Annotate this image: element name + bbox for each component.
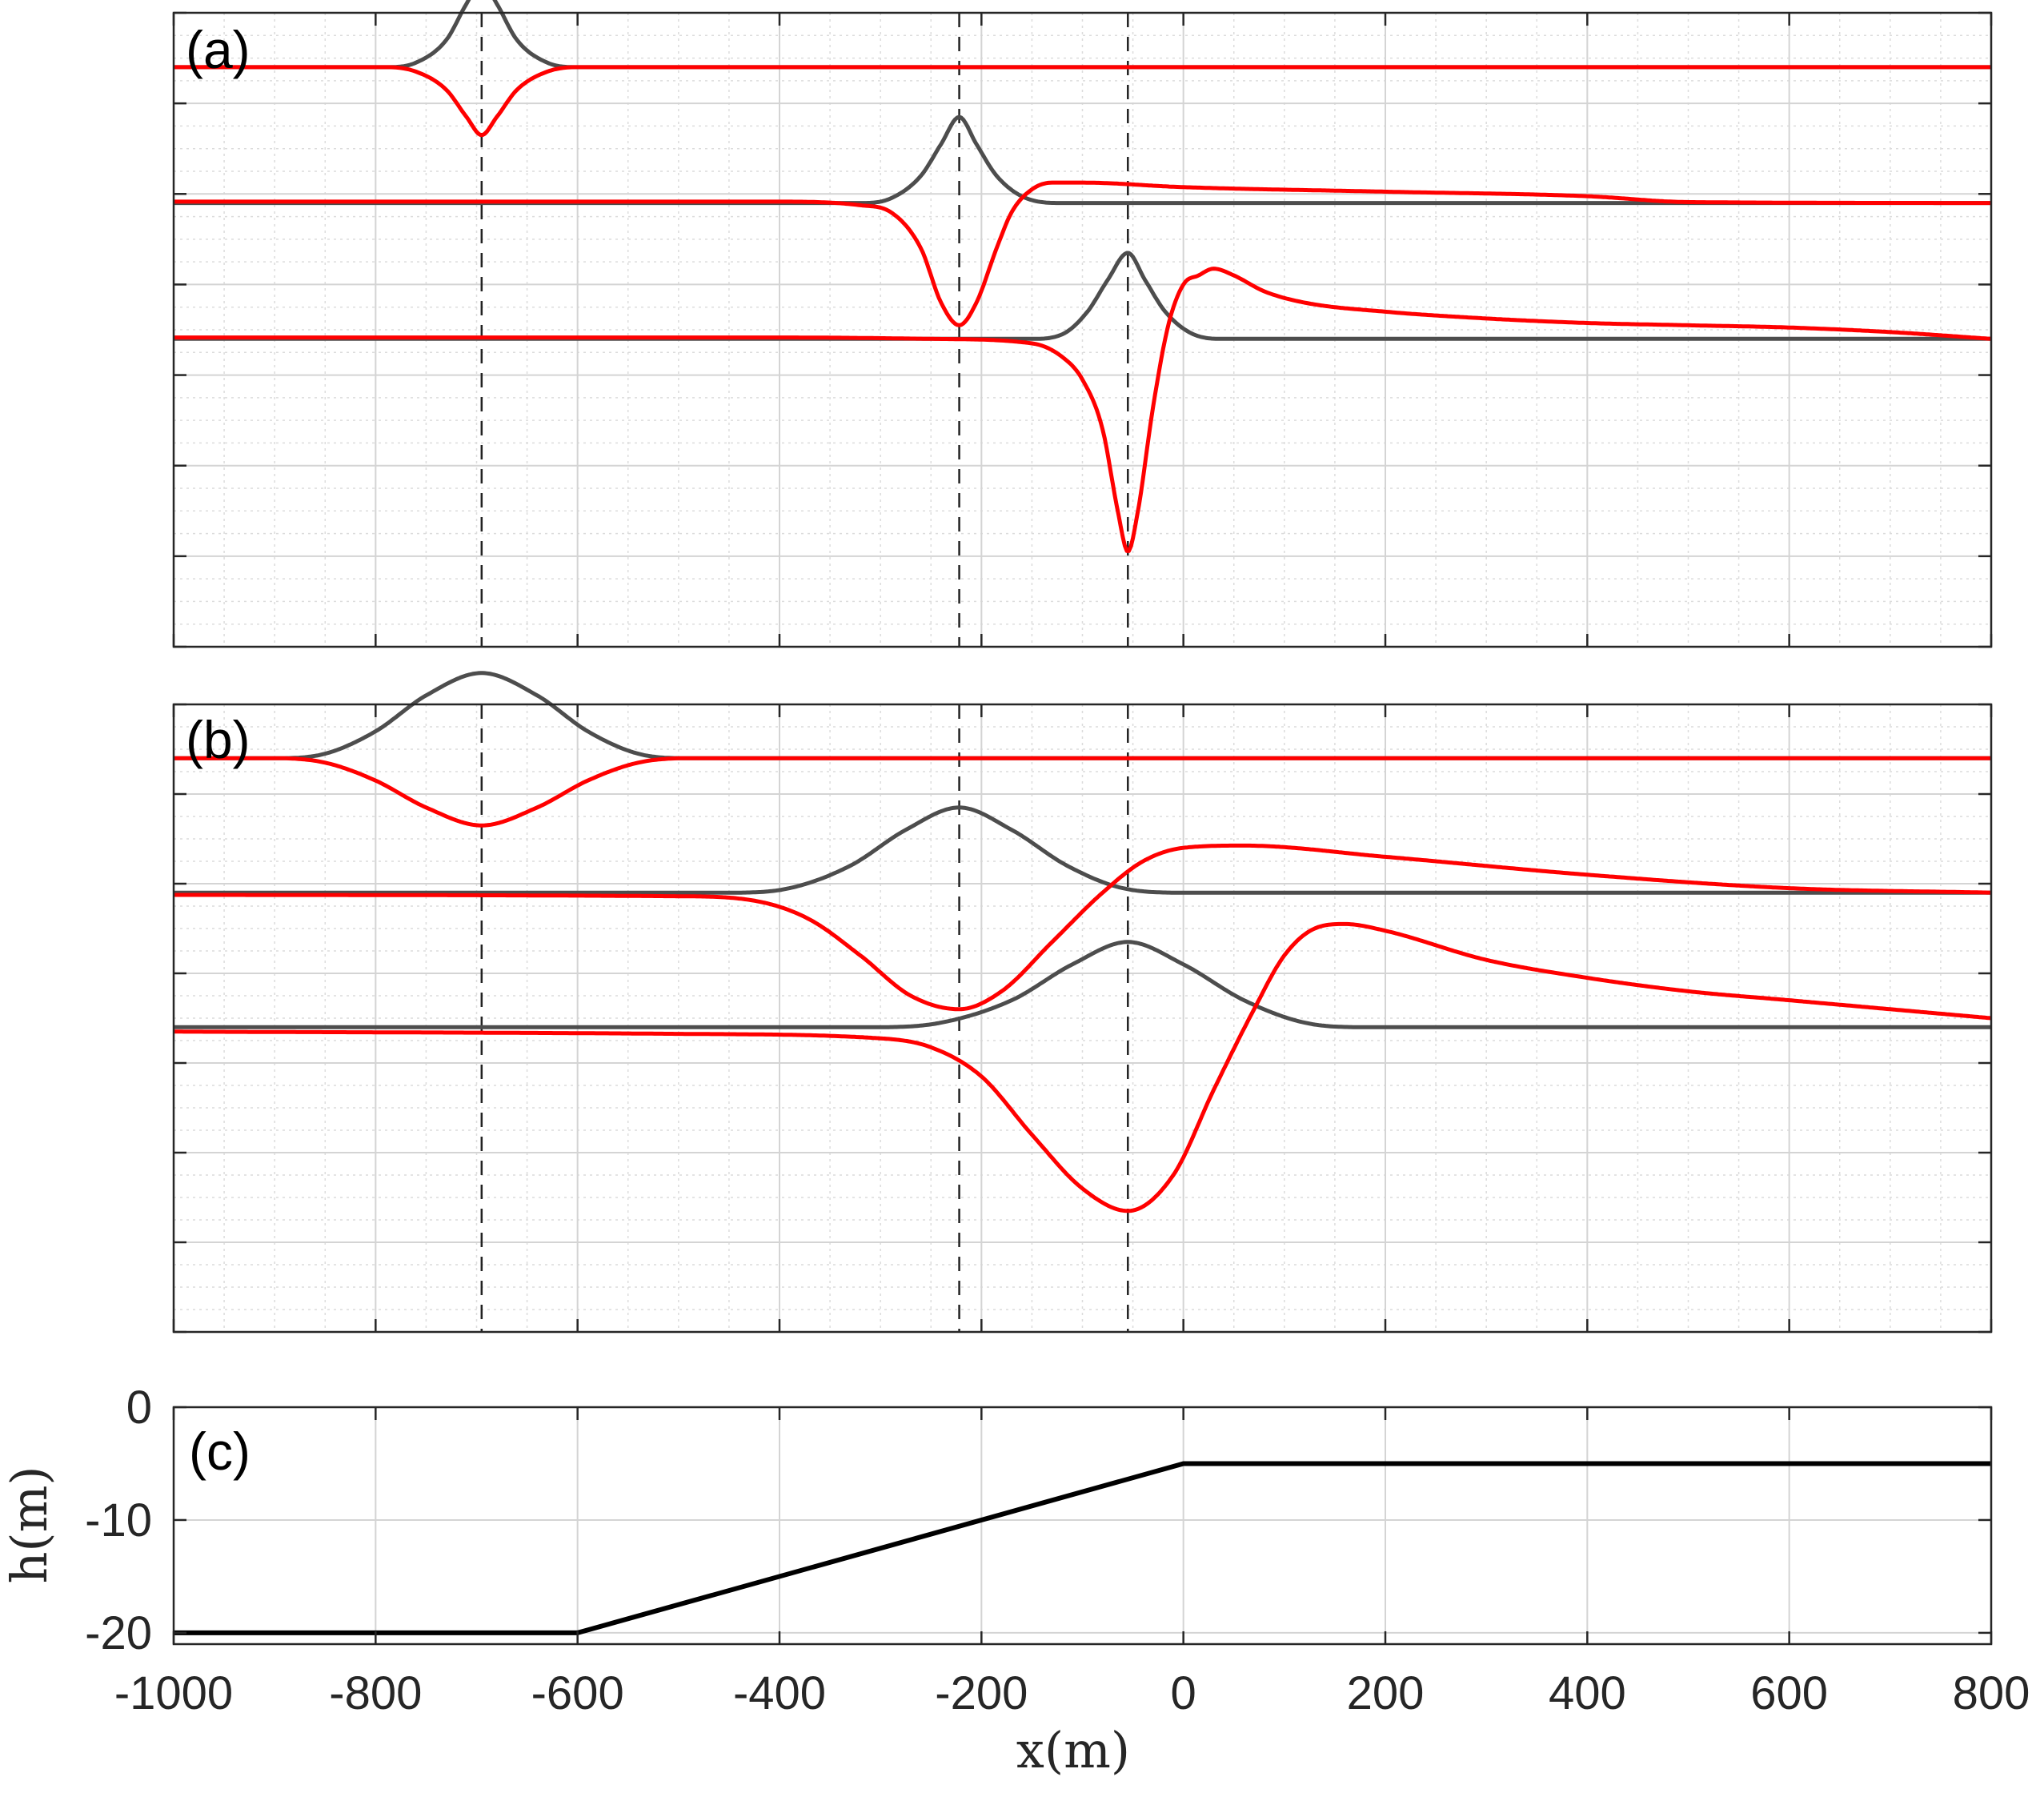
x-tick-label: -200 (935, 1667, 1028, 1719)
panel-label-c: (c) (189, 1422, 250, 1481)
x-tick-label: 200 (1347, 1667, 1425, 1719)
axes-frame (172, 703, 1993, 1334)
x-tick-label: -800 (329, 1667, 422, 1719)
x-tick-label: -400 (733, 1667, 826, 1719)
y-tick-label: -10 (85, 1494, 152, 1546)
panel-b (172, 671, 1993, 1334)
y-tick-label: -20 (85, 1607, 152, 1659)
red-series-line (174, 65, 1991, 138)
panel-label-b: (b) (186, 710, 250, 769)
gray-series-line (174, 940, 1991, 1029)
x-tick-label: 0 (1171, 1667, 1196, 1719)
red-series-line (174, 267, 1992, 553)
x-tick-label: 400 (1549, 1667, 1626, 1719)
panel-label-a: (a) (186, 20, 250, 79)
x-tick-label: 600 (1750, 1667, 1828, 1719)
axes-frame (172, 1406, 1993, 1646)
y-tick-label: 0 (126, 1382, 152, 1434)
x-tick-label: 800 (1953, 1667, 2030, 1719)
panel-a (172, 0, 1993, 648)
panel-c: -1000 -800 -600 -400 -200 0 200 400 600 800 0 -10 -2… (85, 1382, 2030, 1719)
x-axis-title: x(m) (1016, 1721, 1130, 1779)
red-series-line (174, 843, 1992, 1012)
red-series-line (174, 921, 1992, 1213)
x-tick-label: -600 (531, 1667, 624, 1719)
red-series-line (174, 180, 1991, 327)
gray-series-line (174, 805, 1991, 895)
y-axis-title: h(m) (0, 1466, 58, 1583)
x-tick-label: -1000 (114, 1667, 233, 1719)
plot-area (174, 1407, 1991, 1644)
axes-frame (172, 11, 1993, 648)
red-series-line (174, 756, 1991, 828)
